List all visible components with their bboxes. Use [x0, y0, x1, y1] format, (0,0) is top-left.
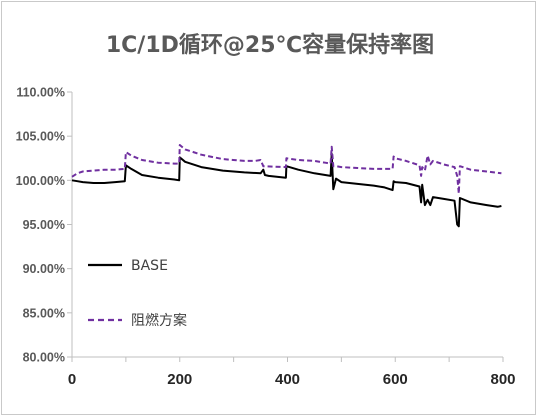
y-tick-label: 100.00% — [16, 174, 65, 188]
x-tick-label: 800 — [490, 371, 515, 388]
x-tick-label: 400 — [275, 371, 300, 388]
y-tick-label: 90.00% — [23, 262, 65, 276]
y-tick-label: 110.00% — [16, 86, 65, 100]
x-tick-label: 600 — [383, 371, 408, 388]
series-layer — [71, 144, 502, 228]
y-tick-label: 85.00% — [23, 306, 65, 320]
series-line-base — [71, 152, 502, 228]
legend-label-flame-retardant: 阻燃方案 — [131, 312, 187, 329]
y-tick-label: 105.00% — [16, 130, 65, 144]
y-tick-label: 95.00% — [23, 218, 65, 232]
x-tick-label: 200 — [167, 371, 192, 388]
series-line-flame-retardant — [71, 144, 502, 195]
legend: BASE 阻燃方案 — [88, 258, 187, 329]
axes-group: 80.00% 85.00% 90.00% 95.00% 100.00% 105.00% 11… — [16, 86, 516, 389]
chart-title: 1C/1D循环@25℃容量保持率图 — [106, 32, 434, 58]
x-tick-label: 0 — [68, 371, 76, 388]
legend-label-base: BASE — [131, 258, 168, 274]
y-tick-label: 80.00% — [23, 351, 65, 365]
